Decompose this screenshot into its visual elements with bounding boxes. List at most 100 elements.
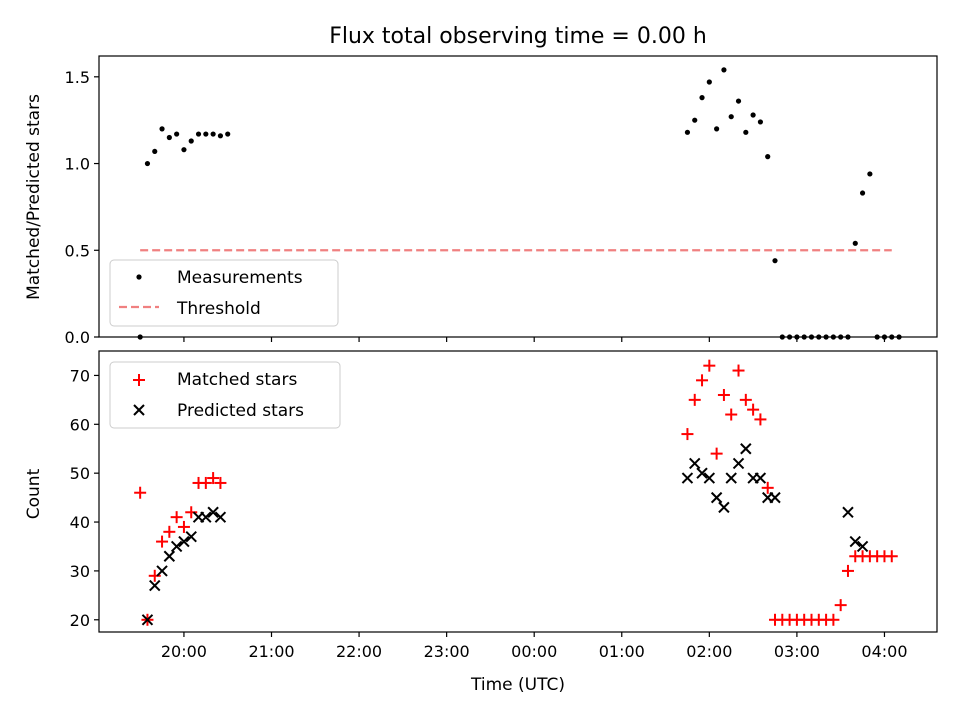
matched-star-point bbox=[156, 535, 169, 548]
bottom-points bbox=[134, 359, 898, 626]
bottom-ylabel: Count bbox=[24, 468, 44, 519]
legend-threshold-label: Threshold bbox=[176, 299, 261, 319]
measurement-point bbox=[772, 258, 778, 264]
top-ticks: 0.0 0.5 1.0 1.5 bbox=[65, 68, 886, 347]
matched-star-point bbox=[185, 506, 198, 519]
bottom-x-tick-label: 03:00 bbox=[774, 642, 820, 661]
predicted-star-point bbox=[214, 511, 227, 523]
measurement-point bbox=[735, 98, 742, 104]
measurement-point bbox=[174, 131, 180, 137]
measurement-point bbox=[699, 95, 705, 101]
bottom-y-tick-label: 20 bbox=[70, 611, 90, 630]
bottom-x-tick-label: 04:00 bbox=[861, 642, 907, 661]
measurement-point bbox=[203, 131, 209, 137]
measurement-point bbox=[188, 138, 194, 144]
bottom-y-tick-label: 60 bbox=[70, 415, 90, 434]
matched-star-point bbox=[199, 476, 212, 489]
matched-star-point bbox=[207, 472, 220, 485]
matched-star-point bbox=[688, 393, 701, 406]
measurement-point bbox=[181, 147, 187, 153]
predicted-star-point bbox=[740, 443, 752, 455]
predicted-star-point bbox=[856, 540, 869, 553]
measurement-point bbox=[692, 117, 698, 123]
matched-star-point bbox=[134, 486, 147, 499]
legend-measurements-label: Measurements bbox=[177, 268, 303, 288]
legend-measurement-marker bbox=[136, 274, 142, 280]
matched-star-point bbox=[717, 388, 730, 401]
measurement-point bbox=[852, 240, 858, 246]
bottom-x-tick-label: 20:00 bbox=[161, 642, 207, 661]
matched-star-point bbox=[761, 481, 774, 494]
matched-star-point bbox=[725, 408, 738, 421]
bottom-axes-frame bbox=[98, 350, 938, 633]
matched-star-point bbox=[214, 476, 227, 489]
matched-star-point bbox=[681, 428, 694, 441]
predicted-star-point bbox=[141, 614, 154, 626]
predicted-star-point bbox=[718, 501, 730, 514]
measurement-point bbox=[750, 112, 756, 118]
matched-star-point bbox=[710, 447, 723, 460]
predicted-star-point bbox=[163, 550, 176, 562]
bottom-legend: Matched stars Predicted stars bbox=[109, 361, 341, 429]
predicted-star-point bbox=[696, 467, 708, 479]
matched-star-point bbox=[747, 403, 760, 416]
bottom-panel: 20:00 21:00 22:00 23:00 00:00 01:00 02:00 03:00… bbox=[24, 350, 938, 695]
predicted-star-point bbox=[156, 565, 168, 577]
measurement-point bbox=[743, 129, 749, 135]
matched-star-point bbox=[732, 364, 745, 377]
measurement-point bbox=[684, 129, 691, 135]
predicted-star-point bbox=[185, 530, 197, 543]
measurement-point bbox=[225, 131, 231, 137]
predicted-star-point bbox=[710, 491, 723, 504]
bottom-y-tick-label: 70 bbox=[70, 366, 90, 385]
top-y-tick-label: 0.0 bbox=[65, 328, 90, 347]
matched-star-point bbox=[841, 564, 854, 577]
bottom-x-tick-label: 01:00 bbox=[599, 642, 645, 661]
measurement-point bbox=[867, 171, 873, 177]
measurement-point bbox=[166, 134, 172, 141]
bottom-x-tick-label: 21:00 bbox=[248, 642, 294, 661]
matched-star-point bbox=[177, 520, 190, 533]
top-axes-frame bbox=[98, 55, 938, 338]
bottom-ticks: 20:00 21:00 22:00 23:00 00:00 01:00 02:00 03:00… bbox=[70, 366, 908, 661]
predicted-star-point bbox=[754, 472, 767, 484]
top-panel: 0.0 0.5 1.0 1.5 Matched/Predicted stars Mea… bbox=[24, 55, 938, 347]
legend-predicted-label: Predicted stars bbox=[177, 401, 304, 421]
top-legend: Measurements Threshold bbox=[109, 259, 339, 327]
predicted-star-point bbox=[703, 472, 716, 484]
bottom-xlabel: Time (UTC) bbox=[470, 675, 565, 695]
measurement-point bbox=[757, 119, 764, 125]
top-points bbox=[137, 67, 902, 340]
matched-star-point bbox=[827, 613, 840, 626]
matched-star-point bbox=[834, 599, 847, 612]
legend-matched-marker bbox=[133, 374, 145, 386]
matched-star-point bbox=[170, 511, 183, 524]
bottom-y-tick-label: 40 bbox=[70, 513, 90, 532]
top-y-tick-label: 1.5 bbox=[65, 68, 90, 87]
measurement-point bbox=[859, 190, 866, 196]
predicted-star-point bbox=[689, 457, 701, 470]
bottom-x-tick-label: 22:00 bbox=[336, 642, 382, 661]
predicted-star-point bbox=[769, 491, 781, 504]
predicted-star-point bbox=[842, 506, 854, 518]
measurement-point bbox=[210, 131, 216, 137]
legend-matched-label: Matched stars bbox=[177, 370, 297, 390]
measurement-point bbox=[721, 67, 727, 73]
predicted-star-point bbox=[178, 535, 190, 548]
matched-star-point bbox=[148, 569, 161, 582]
measurement-point bbox=[159, 126, 165, 132]
measurement-point bbox=[714, 126, 720, 132]
bottom-legend-box bbox=[109, 361, 341, 429]
figure-title: Flux total observing time = 0.00 h bbox=[329, 24, 707, 49]
bottom-y-tick-label: 50 bbox=[70, 464, 90, 483]
bottom-x-tick-label: 02:00 bbox=[686, 642, 732, 661]
matched-star-point bbox=[739, 393, 752, 406]
bottom-x-tick-label: 00:00 bbox=[511, 642, 557, 661]
measurement-point bbox=[144, 160, 151, 167]
predicted-star-point bbox=[725, 472, 737, 484]
matched-star-point bbox=[696, 374, 709, 387]
measurement-point bbox=[706, 79, 712, 85]
matched-star-point bbox=[703, 359, 716, 372]
bottom-x-tick-label: 23:00 bbox=[424, 642, 470, 661]
